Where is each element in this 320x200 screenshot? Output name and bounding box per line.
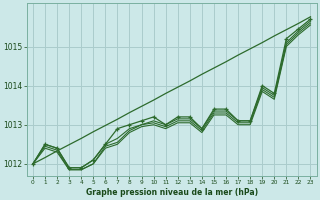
X-axis label: Graphe pression niveau de la mer (hPa): Graphe pression niveau de la mer (hPa) [86,188,258,197]
